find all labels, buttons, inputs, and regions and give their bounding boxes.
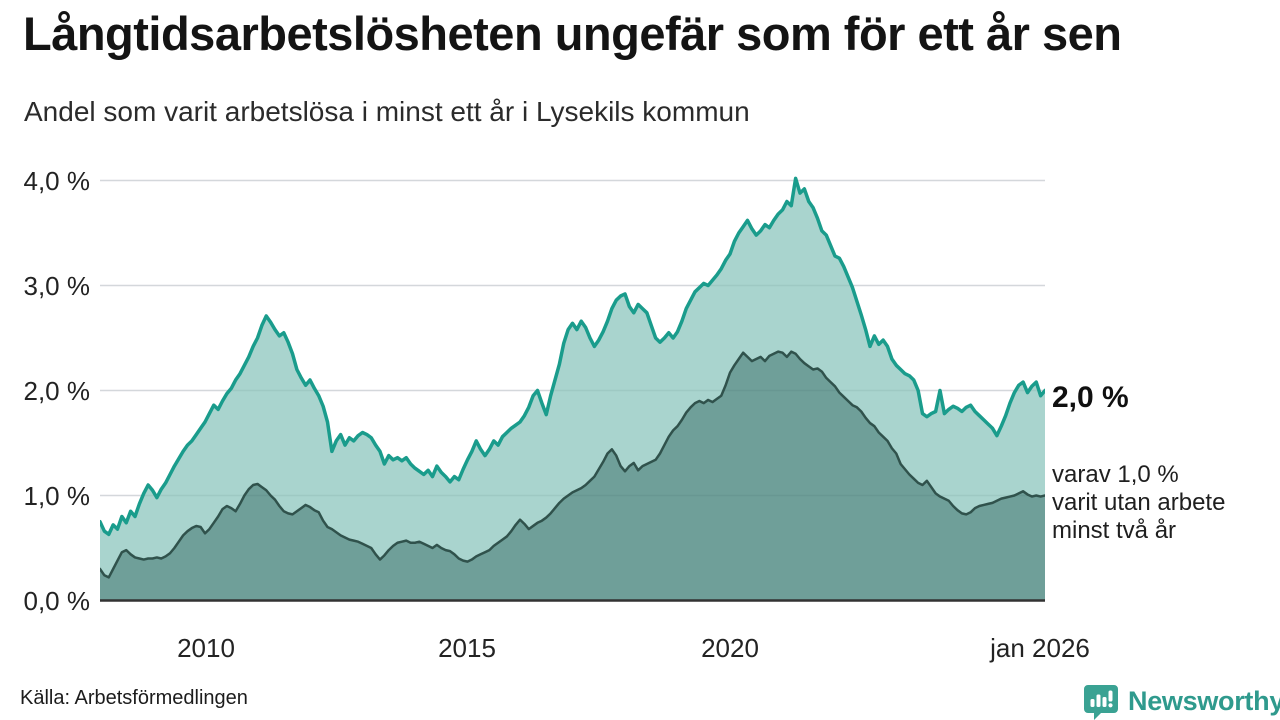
page-title: Långtidsarbetslösheten ungefär som för e… xyxy=(23,7,1122,60)
x-axis-tick-label: jan 2026 xyxy=(990,633,1090,663)
plot-svg xyxy=(98,176,1047,602)
line-twoyear xyxy=(98,350,1047,579)
y-axis-tick-label: 2,0 % xyxy=(23,376,91,406)
newsworthy-logo-icon xyxy=(1084,685,1118,720)
x-axis-tick-label: 2020 xyxy=(701,633,759,663)
x-axis-tick-label: 2015 xyxy=(438,633,496,663)
y-axis-tick-label: 3,0 % xyxy=(23,271,91,301)
gridlines-overlay xyxy=(100,179,1045,497)
y-axis-tick-label: 0,0 % xyxy=(23,586,91,616)
brand-name: Newsworthy xyxy=(1128,685,1280,716)
subset-annotation: varav 1,0 % varit utan arbete minst två … xyxy=(1052,461,1226,544)
chart-subtitle: Andel som varit arbetslösa i minst ett å… xyxy=(24,96,750,127)
y-axis-tick-label: 1,0 % xyxy=(23,481,91,511)
brand-lockup: Newsworthy xyxy=(1082,682,1280,720)
plot-area xyxy=(98,160,1047,605)
line-total xyxy=(98,176,1047,537)
latest-value-label: 2,0 % xyxy=(1052,381,1129,414)
y-axis-tick-label: 4,0 % xyxy=(23,166,91,196)
area-twoyear-fill xyxy=(100,351,1045,601)
source-note: Källa: Arbetsförmedlingen xyxy=(20,687,248,709)
x-axis-tick-label: 2010 xyxy=(177,633,235,663)
